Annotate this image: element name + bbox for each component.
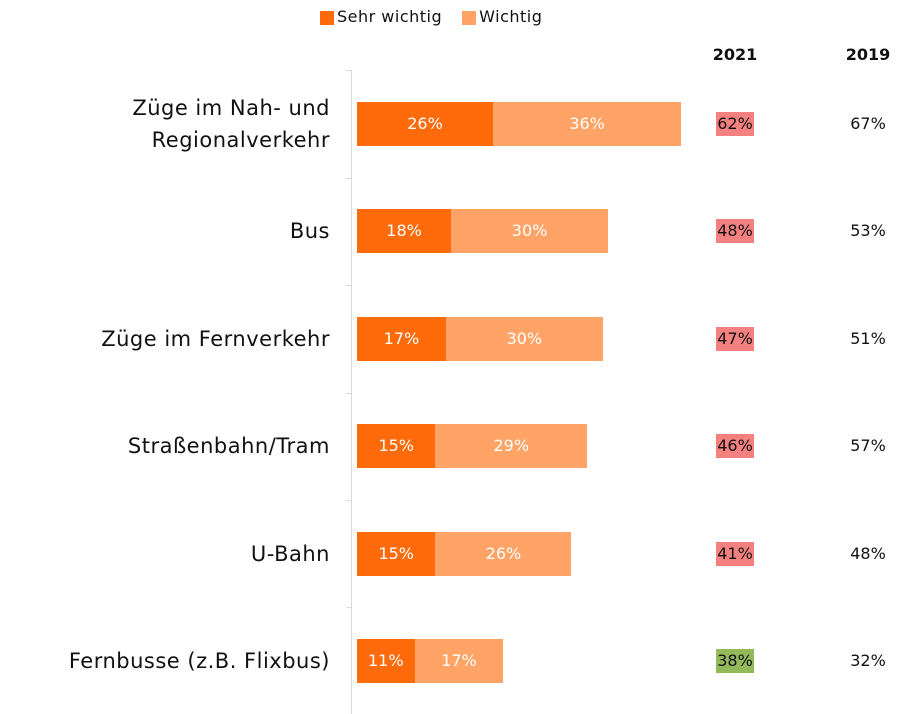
column-value: 47% <box>716 326 754 351</box>
bar-label: 17% <box>441 651 477 670</box>
category-label: Züge im Nah- und Regionalverkehr <box>132 96 330 152</box>
bar-label: 29% <box>493 436 530 456</box>
column-value: 48% <box>716 219 754 244</box>
bar-segment <box>357 209 452 254</box>
bar-label: 18% <box>386 221 422 241</box>
column-value: 67% <box>850 114 886 133</box>
legend-swatch <box>320 11 334 25</box>
column-value: 41% <box>716 541 754 566</box>
bar-segment <box>357 531 436 576</box>
category-label: U-Bahn <box>250 541 330 566</box>
column-value: 51% <box>850 328 886 348</box>
bar-label: 30% <box>511 221 548 241</box>
bar-label: 36% <box>569 114 605 133</box>
legend-swatch <box>462 11 477 25</box>
axis-tick <box>346 499 352 501</box>
bar-segment <box>357 424 436 469</box>
column-header: 2019 <box>845 45 891 64</box>
category-label: Züge im Fernverkehr <box>101 326 330 351</box>
bar-segment <box>357 102 493 146</box>
column-value: 38% <box>716 649 754 673</box>
bar-segment <box>357 316 446 361</box>
bar-label: 11% <box>367 651 404 670</box>
axis-tick <box>346 70 352 72</box>
axis-tick <box>346 607 352 609</box>
bar-label: 15% <box>378 543 414 563</box>
bar-label: 15% <box>378 436 414 456</box>
bar-segment <box>492 102 682 146</box>
bar-segment <box>451 209 609 254</box>
column-value: 57% <box>850 436 886 456</box>
category-label: Straßenbahn/Tram <box>127 434 330 459</box>
column-header: 2021 <box>712 45 758 64</box>
axis-line <box>351 70 352 714</box>
column-value: 53% <box>850 221 886 241</box>
column-value: 46% <box>716 434 754 459</box>
bar-segment <box>357 639 415 683</box>
legend-label: Sehr wichtig <box>337 7 443 26</box>
category-label: Fernbusse (z.B. Flixbus) <box>68 649 330 673</box>
axis-tick <box>346 392 352 394</box>
axis-tick <box>346 177 352 179</box>
legend-label: Wichtig <box>479 7 543 26</box>
bar-label: 17% <box>383 328 420 348</box>
axis-tick <box>346 285 352 287</box>
bar-label: 26% <box>407 114 443 133</box>
bar-label: 30% <box>506 328 543 348</box>
bar-label: 26% <box>485 543 522 563</box>
bar-segment <box>445 316 603 361</box>
column-value: 62% <box>716 112 754 136</box>
bar-segment <box>435 531 572 576</box>
bar-segment <box>435 424 588 469</box>
category-label: Bus <box>289 219 330 244</box>
column-value: 32% <box>850 651 886 670</box>
bar-segment <box>414 639 504 683</box>
column-value: 48% <box>850 543 886 563</box>
